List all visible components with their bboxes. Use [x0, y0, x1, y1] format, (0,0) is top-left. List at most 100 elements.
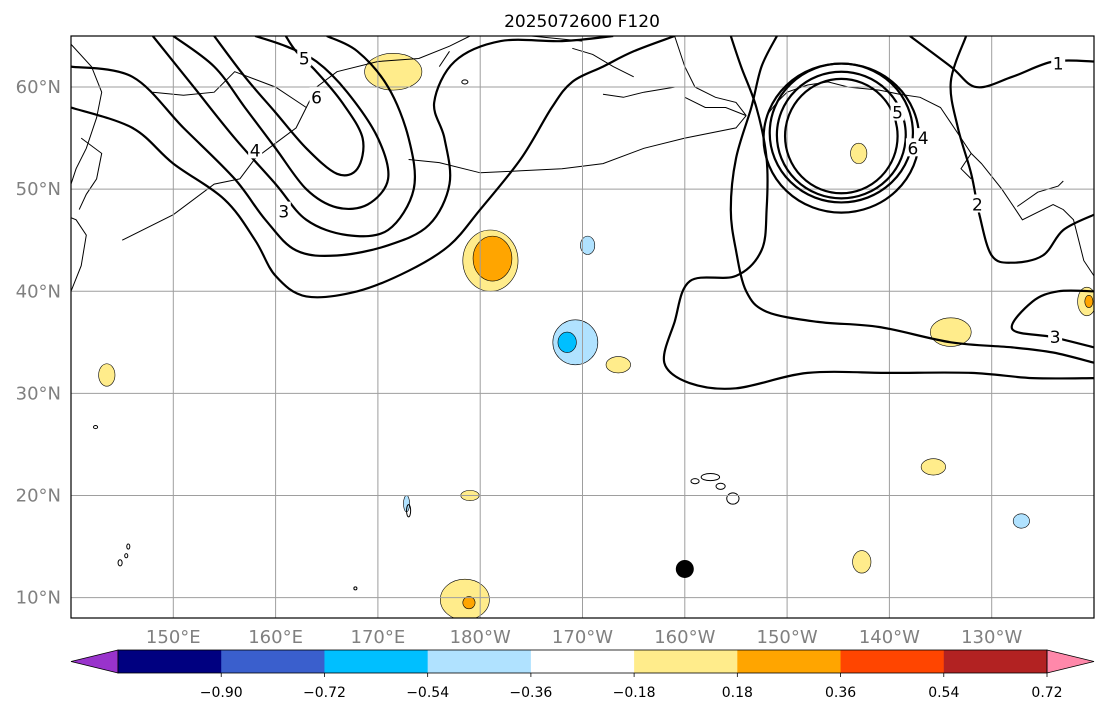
colorbar-tick-label: −0.36 [509, 685, 552, 701]
x-tick-label: 160°W [654, 627, 715, 648]
colorbar-tick-label: 0.72 [1031, 685, 1062, 701]
shaded-region-yellow [98, 363, 116, 387]
contour-label: 6 [908, 139, 919, 159]
chart-title: 2025072600 F120 [504, 12, 660, 32]
coastline-segment [602, 86, 675, 98]
colorbar-segment [737, 650, 842, 673]
colorbar-segment [840, 650, 945, 673]
contour-line [729, 36, 1094, 364]
shaded-region-lightblue [1012, 513, 1030, 529]
contour-line [949, 36, 1094, 264]
shaded-region-yellow [850, 142, 868, 164]
island-outline [126, 543, 131, 550]
colorbar-tick-label: 0.36 [825, 685, 856, 701]
colorbar: −0.90 −0.72 −0.54 −0.36 −0.18 0.18 0.36 0.54 0.7… [70, 649, 1095, 701]
shaded-region-yellow [605, 356, 631, 374]
shaded-region-orange [1084, 295, 1094, 308]
coastline-segment [674, 36, 747, 116]
coastline-segment [121, 178, 240, 241]
contour-line [71, 36, 614, 258]
black-dot-marker [675, 559, 694, 578]
coastline-segment [78, 137, 103, 210]
coastline-segment [438, 51, 450, 67]
shaded-region-yellow [852, 550, 872, 574]
x-tick-label: 150°W [757, 627, 818, 648]
colorbar-tick-label: −0.54 [406, 685, 449, 701]
contour-lines [71, 36, 1094, 390]
contour-label: 3 [278, 203, 289, 223]
colorbar-segment [943, 650, 1048, 673]
shaded-region-orange [462, 596, 476, 610]
shaded-region-yellow [930, 317, 972, 347]
y-tick-label: 60°N [16, 77, 61, 98]
colorbar-tick-label: −0.18 [613, 685, 656, 701]
contour-label-bg [970, 194, 985, 213]
colorbar-frame [117, 649, 1048, 674]
colorbar-tick-label: 0.54 [928, 685, 959, 701]
colorbar-extend-min [70, 649, 119, 674]
coastline-segment [71, 217, 87, 292]
contour-label: 6 [311, 88, 322, 108]
y-tick-label: 30°N [16, 383, 61, 404]
x-tick-label: 150°E [146, 627, 201, 648]
gridlines [71, 36, 1094, 618]
colorbar-tick-label: 0.18 [722, 685, 753, 701]
island-outline [117, 559, 123, 567]
colorbar-segment [530, 650, 635, 673]
x-tick-label: 170°E [351, 627, 406, 648]
colorbar-tick-label: −0.72 [303, 685, 346, 701]
coastline-segment [1017, 180, 1064, 207]
shaded-region-lightblue [580, 235, 596, 255]
shaded-region-blue [557, 331, 577, 353]
colorbar-segment [427, 650, 532, 673]
island-outline [190, 621, 196, 625]
colorbar-segment [221, 650, 325, 673]
island-outline [726, 492, 740, 505]
x-tick-label: 140°W [859, 627, 920, 648]
coastline-segment [684, 96, 747, 117]
contour-label: 5 [892, 104, 903, 124]
contour-label: 3 [1050, 328, 1061, 348]
contour-line [172, 36, 390, 211]
island-outline [461, 79, 469, 85]
shaded-region-yellow [920, 458, 946, 476]
contour-closed [775, 70, 907, 200]
shaded-region-orange [472, 235, 513, 282]
shaded-region-yellow [364, 53, 423, 91]
contour-label-bg [276, 201, 291, 220]
island-outline [715, 482, 726, 490]
contour-line [151, 36, 417, 238]
x-axis-ticks: 150°E 160°E 170°E 180°W 170°W 160°W 150°W 140°W… [146, 627, 1023, 648]
contour-label: 4 [918, 129, 929, 149]
contour-label-bg [297, 48, 312, 67]
contour-label: 5 [299, 49, 310, 69]
colorbar-segment [324, 650, 429, 673]
contour-label-bg [309, 87, 324, 106]
colorbar-extend-max [1046, 649, 1095, 674]
y-tick-label: 20°N [16, 485, 61, 506]
island-outline [690, 478, 700, 485]
contour-label: 1 [1053, 55, 1064, 75]
colorbar-segment [634, 650, 738, 673]
contour-label-bg [1051, 53, 1066, 72]
x-tick-label: 180°W [450, 627, 511, 648]
x-tick-label: 130°W [961, 627, 1022, 648]
contour-line [71, 36, 675, 299]
y-tick-label: 10°N [16, 588, 61, 609]
shaded-field [98, 53, 1094, 618]
x-tick-label: 170°W [552, 627, 613, 648]
y-tick-label: 40°N [16, 281, 61, 302]
colorbar-segment [118, 650, 222, 673]
island-outline [700, 473, 721, 482]
x-tick-label: 160°E [248, 627, 303, 648]
contour-label-bg [1048, 327, 1063, 346]
contour-label: 4 [250, 141, 261, 161]
y-axis-ticks: 10°N 20°N 30°N 40°N 50°N 60°N [16, 77, 61, 609]
markers [675, 559, 694, 578]
contour-label-bg [248, 140, 263, 159]
contour-label: 2 [972, 195, 983, 215]
island-outline [124, 553, 129, 559]
y-tick-label: 50°N [16, 179, 61, 200]
